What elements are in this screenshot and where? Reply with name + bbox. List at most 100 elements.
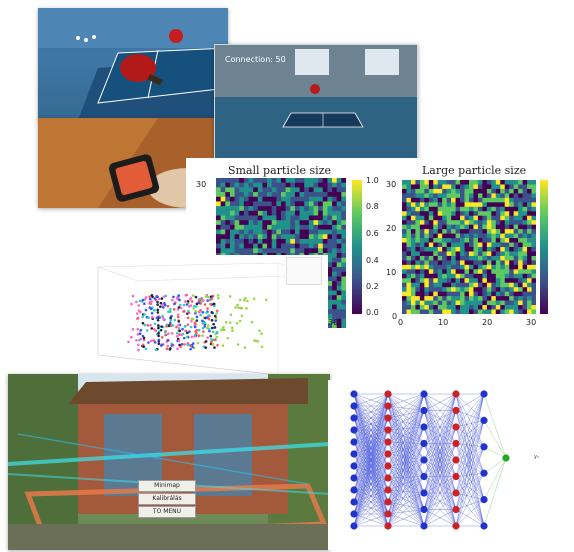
heatmap-cell [513,180,519,185]
nn-edge [387,405,425,477]
scatter-point [196,341,200,345]
heatmap-cell [500,238,506,243]
scatter-point [185,303,189,306]
heatmap-cell [500,224,506,230]
scatter-point [203,325,206,328]
heatmap-cell [341,285,346,291]
heatmap-cell [415,211,421,217]
nn-node [452,472,460,481]
heatmap-cell [500,251,506,257]
calibration-button[interactable]: Kalibrálás [138,493,196,505]
heatmap-cell [442,287,447,292]
heatmap-cell [253,192,259,198]
heatmap-cell [464,197,470,203]
heatmap-cell [243,229,249,235]
heatmap-cell [267,243,273,249]
heatmap-cell [428,215,434,221]
heatmap-cell [460,264,465,270]
heatmap-cell [486,296,492,301]
nn-node [420,456,428,464]
heatmap-cell [402,260,407,266]
heatmap-cell [257,178,263,183]
nn-edge [423,476,457,527]
heatmap-cell [294,196,300,202]
heatmap-cell [482,180,488,185]
heatmap-cell [406,260,412,266]
heatmap-cell [513,251,519,257]
heatmap-cell [469,282,474,288]
heatmap-cell [433,247,439,252]
heatmap-cell [402,247,407,252]
heatmap-cell [327,295,333,301]
heatmap-cell [477,291,483,297]
heatmap-cell [460,193,465,199]
scatter-point [206,336,209,339]
heatmap-cell [455,287,461,292]
heatmap-cell [428,229,434,234]
heatmap-cell [504,193,510,199]
heatmap-cell [406,224,412,230]
heatmap-cell [327,224,333,230]
nn-edge [387,443,425,455]
heatmap-cell [518,242,523,248]
heatmap-cell [482,206,488,212]
heatmap-cell [482,305,488,310]
heatmap-cell [477,305,483,310]
heatmap-cell [410,238,416,243]
heatmap-cell [527,220,532,225]
heatmap-cell [522,300,528,306]
heatmap-cell [285,243,291,249]
heatmap-cell [281,238,286,244]
heatmap-cell [469,184,474,190]
heatmap-cell [234,196,240,202]
nn-edge [387,492,425,515]
heatmap-cell [220,215,226,221]
nn-edge [387,465,425,494]
heatmap-cell [446,255,452,261]
heatmap-cell [433,264,439,270]
scatter-point [143,302,146,306]
to-menu-button[interactable]: TO MENU [138,506,196,518]
heatmap-cell [495,309,501,314]
heatmap-cell [327,210,333,216]
nn-edge [387,426,425,455]
heatmap-cell [473,224,479,230]
nn-edge [353,501,389,527]
heatmap-cell [513,206,519,212]
heatmap-cell [428,300,434,306]
heatmap-cell [248,201,254,207]
heatmap-cell [522,291,528,297]
nn-edge [455,492,485,527]
heatmap-cell [327,182,333,188]
scatter-point [153,308,156,312]
nn-edge [423,393,457,428]
heatmap-cell [531,296,536,301]
heatmap-cell [473,278,479,284]
heatmap-cell [262,187,268,193]
heatmap-cell [477,242,483,248]
heatmap-cell [253,234,259,240]
scatter-point [235,321,239,325]
heatmap-cell [402,197,407,203]
heatmap-cell [318,220,324,226]
heatmap-cell [410,188,416,194]
heatmap-cell [433,238,439,243]
heatmap-cell [500,188,506,194]
heatmap-cell [428,180,434,185]
scatter-point [155,316,159,320]
scatter-point [202,330,205,333]
minimap-button[interactable]: Minimap [138,480,196,492]
heatmap-cell [451,269,456,275]
scatter-point [228,321,232,324]
heatmap-cell [473,220,479,225]
heatmap-cell [522,197,528,203]
heatmap-cell [442,211,447,217]
heatmap-cell [410,206,416,212]
heatmap-cell [253,220,259,226]
heatmap-cell [464,269,470,275]
heatmap-cell [225,248,231,254]
nn-edge [455,393,485,428]
heatmap-cell [460,224,465,230]
nn-edge [387,426,425,479]
heatmap-cell [491,305,497,310]
